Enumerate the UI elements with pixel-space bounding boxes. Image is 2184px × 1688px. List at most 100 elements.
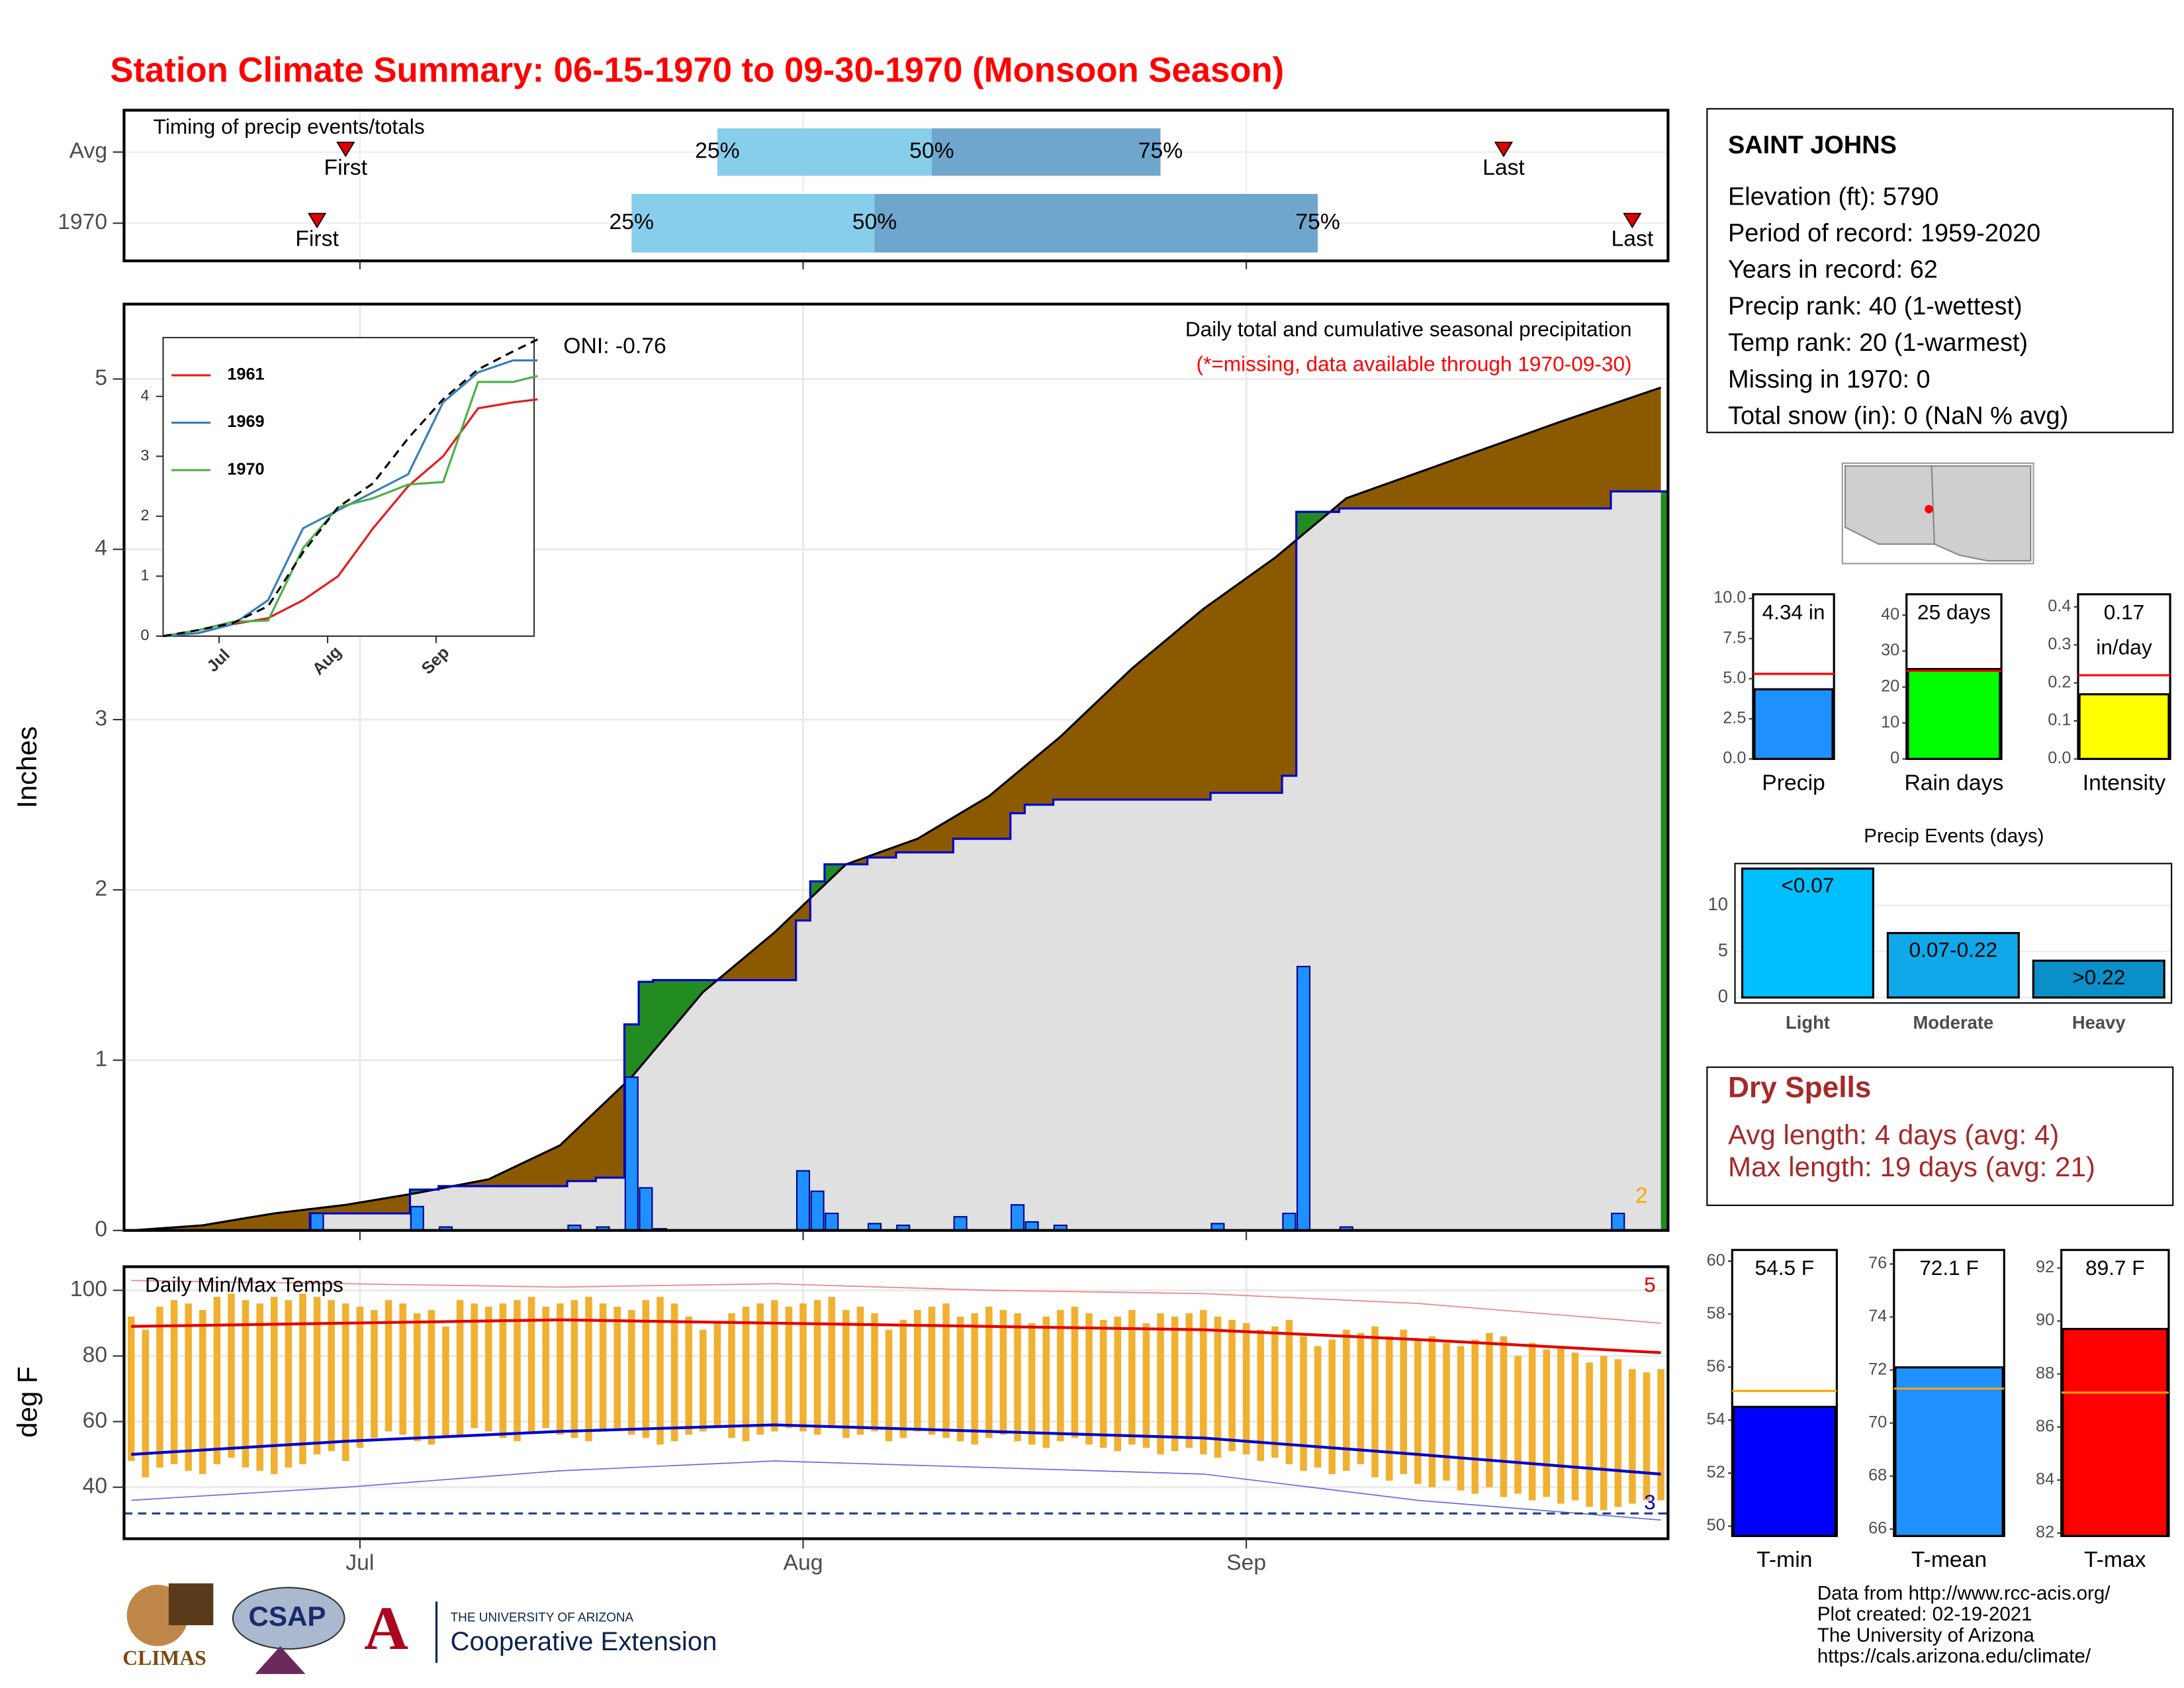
logo-mark: A <box>364 1595 408 1663</box>
y-tick-label: 76 <box>1868 1254 1887 1272</box>
temp-bar <box>1214 1316 1222 1458</box>
quartile-label: 50% <box>909 138 954 164</box>
y-tick-label: 0.0 <box>2048 749 2071 767</box>
y-tick-label: 0.0 <box>1723 749 1746 767</box>
y-tick-label: 1 <box>95 1046 107 1071</box>
chart-title: Daily total and cumulative seasonal prec… <box>1185 317 1632 341</box>
dry-spell-title: Dry Spells <box>1728 1072 1871 1104</box>
y-tick-label: 2.5 <box>1723 709 1746 727</box>
temp-bar <box>771 1300 778 1432</box>
temp-bar <box>1414 1339 1422 1484</box>
quartile-label: 50% <box>852 209 897 234</box>
temp-bar <box>399 1303 406 1435</box>
temp-bar <box>1400 1329 1408 1474</box>
y-tick-label: 66 <box>1868 1519 1887 1538</box>
panel-frame <box>122 303 1670 1232</box>
event-bar <box>2032 959 2165 999</box>
temp-bar <box>1514 1356 1522 1494</box>
temp-bar <box>1614 1359 1622 1507</box>
x-axis-label: T-min <box>1756 1547 1812 1572</box>
y-tick-label: 0 <box>1718 986 1728 1006</box>
y-tick-label: 0.3 <box>2048 635 2071 653</box>
temp-bar <box>899 1319 907 1438</box>
y-tick-label: 5 <box>95 365 107 391</box>
precip-bar <box>310 1212 324 1231</box>
temp-bar <box>1528 1342 1536 1501</box>
temp-bar <box>328 1300 335 1452</box>
y-tick-label: 0.2 <box>2048 673 2071 691</box>
temp-bar <box>700 1329 707 1432</box>
temp-bar <box>428 1309 435 1445</box>
temp-bar <box>142 1329 150 1477</box>
event-label: Last <box>1482 155 1525 180</box>
y-tick-label: 82 <box>2036 1523 2054 1542</box>
temp-bar <box>942 1303 950 1438</box>
temp-bar <box>756 1303 764 1435</box>
series-line <box>163 359 538 637</box>
y-tick-label: 56 <box>1707 1357 1725 1376</box>
y-tick-label: 0 <box>140 626 149 643</box>
temp-bar <box>1543 1349 1551 1497</box>
temp-bar <box>1357 1333 1365 1464</box>
page-title: Station Climate Summary: 06-15-1970 to 0… <box>110 51 1284 90</box>
event-bar <box>1741 867 1874 999</box>
temp-bar <box>242 1300 250 1468</box>
map-state <box>1844 465 1935 545</box>
station-info: Period of record: 1959-2020 <box>1728 219 2040 247</box>
temp-bar <box>341 1303 349 1462</box>
temp-bar <box>1014 1313 1021 1442</box>
temp-bar <box>270 1297 278 1474</box>
map-state <box>1931 465 2032 562</box>
temp-bar <box>713 1323 721 1429</box>
y-tick-label: 30 <box>1881 641 1899 659</box>
y-tick-label: 10 <box>1881 713 1899 731</box>
y-tick-label: 0.1 <box>2048 711 2071 729</box>
footer-text: https://cals.arizona.edu/climate/ <box>1817 1645 2091 1667</box>
x-tick-label: Jul <box>345 1550 374 1575</box>
temp-bar <box>871 1313 878 1432</box>
station-box <box>1706 108 2174 434</box>
y-tick-label: 1 <box>140 567 149 584</box>
dry-spell-info: Avg length: 4 days (avg: 4) <box>1728 1119 2059 1150</box>
temp-bar <box>542 1307 549 1429</box>
temp-bar <box>313 1297 321 1455</box>
value-label: 72.1 F <box>1919 1256 1979 1280</box>
temp-bar <box>885 1329 893 1442</box>
y-tick-label: 10 <box>1708 894 1728 914</box>
temp-bar <box>1571 1352 1579 1501</box>
station-info: Total snow (in): 0 (NaN % avg) <box>1728 402 2068 430</box>
footer-text: Data from http://www.rcc-acis.org/ <box>1817 1583 2111 1605</box>
temp-bar <box>670 1303 678 1442</box>
event-marker <box>336 142 355 158</box>
temp-bar <box>842 1309 850 1438</box>
y-tick-label: 68 <box>1868 1466 1887 1484</box>
summary-bar <box>1732 1405 1837 1537</box>
note: 2 <box>1635 1183 1648 1208</box>
y-tick-label: 88 <box>2036 1364 2054 1382</box>
x-axis-label: Rain days <box>1904 770 2003 795</box>
y-tick-label: 5.0 <box>1723 669 1746 687</box>
average-line <box>131 386 1662 1232</box>
temp-bar <box>585 1297 592 1442</box>
precip-bar <box>1297 965 1311 1231</box>
temp-bar <box>928 1307 936 1435</box>
x-axis-label: T-max <box>2084 1547 2146 1572</box>
temp-bar <box>614 1307 621 1429</box>
dry-spell-box <box>1706 1066 2174 1206</box>
temp-bar <box>657 1297 664 1445</box>
y-tick-label: 2 <box>95 876 107 901</box>
x-axis-label: T-mean <box>1911 1547 1987 1572</box>
chart-title: Precip Events (days) <box>1864 825 2044 847</box>
temp-bar <box>371 1309 378 1438</box>
temp-bar <box>570 1300 578 1438</box>
temp-bar <box>1629 1369 1636 1504</box>
temp-bar <box>1128 1309 1136 1445</box>
logo-text: CSAP <box>248 1601 326 1632</box>
temp-bar <box>1471 1339 1479 1494</box>
temp-bar <box>1185 1313 1193 1448</box>
y-tick-label: 3 <box>140 446 149 463</box>
temp-bar <box>1157 1313 1164 1455</box>
temp-bar <box>1557 1346 1565 1504</box>
base-area <box>131 491 1661 1231</box>
inset-background <box>162 336 535 637</box>
